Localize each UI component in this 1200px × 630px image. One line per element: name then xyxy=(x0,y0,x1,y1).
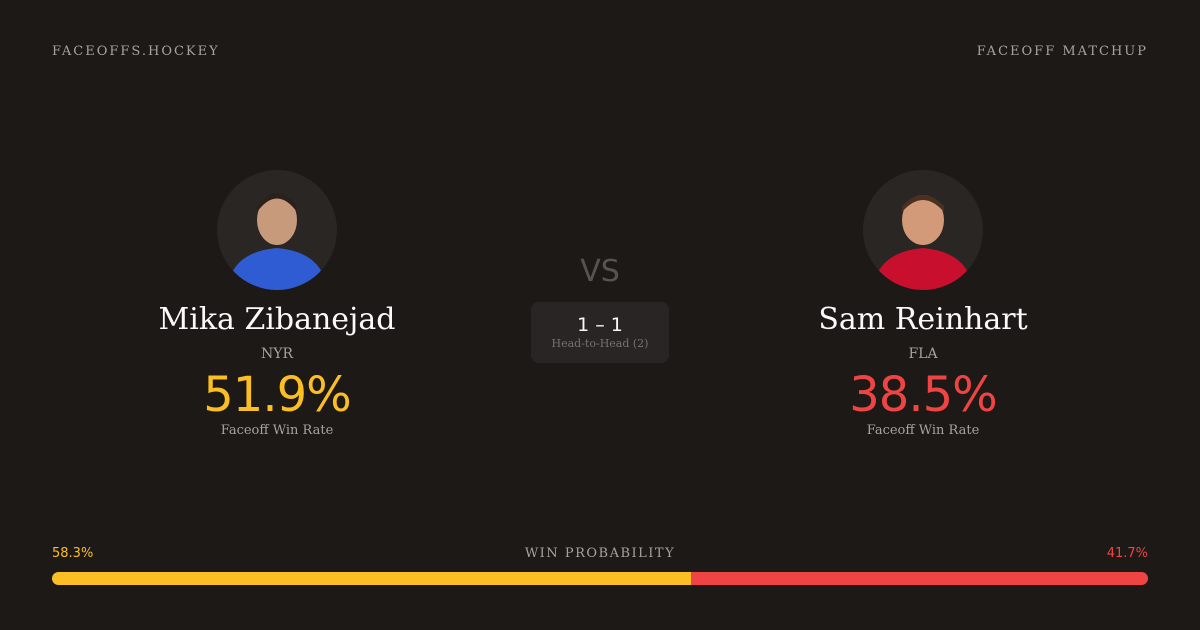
player-card: Mika Zibanejad NYR 51.9% Faceoff Win Rat… xyxy=(77,170,477,440)
probability-label: 58.3% xyxy=(52,546,94,561)
photo-silhouette xyxy=(227,193,327,290)
probability-title: WIN PROBABILITY xyxy=(524,546,676,561)
player-name: Mika Zibanejad xyxy=(158,302,396,337)
probability-bar xyxy=(52,572,1148,585)
probability-segment xyxy=(690,572,1148,585)
h2h-label: Head-to-Head (2) xyxy=(551,337,649,350)
h2h-record: 1 – 1 xyxy=(577,314,623,336)
rate-label: Faceoff Win Rate xyxy=(866,423,980,438)
player-rate: 38.5% xyxy=(849,367,997,423)
vs-label: VS xyxy=(580,254,620,289)
player-rate: 51.9% xyxy=(203,367,351,423)
player-team: FLA xyxy=(908,346,938,362)
section-title: FACEOFF MATCHUP xyxy=(976,44,1148,59)
head-to-head: 1 – 1 Head-to-Head (2) xyxy=(531,302,669,363)
player-name: Sam Reinhart xyxy=(818,302,1028,337)
probability-label: 41.7% xyxy=(1106,546,1148,561)
probability-segment xyxy=(52,572,691,585)
player-photo xyxy=(217,170,337,290)
rate-label: Faceoff Win Rate xyxy=(220,423,334,438)
photo-silhouette xyxy=(873,195,973,290)
player-card: Sam Reinhart FLA 38.5% Faceoff Win Rate xyxy=(723,170,1123,440)
player-photo xyxy=(863,170,983,290)
site-name: FACEOFFS.HOCKEY xyxy=(52,44,220,59)
player-team: NYR xyxy=(260,346,294,362)
